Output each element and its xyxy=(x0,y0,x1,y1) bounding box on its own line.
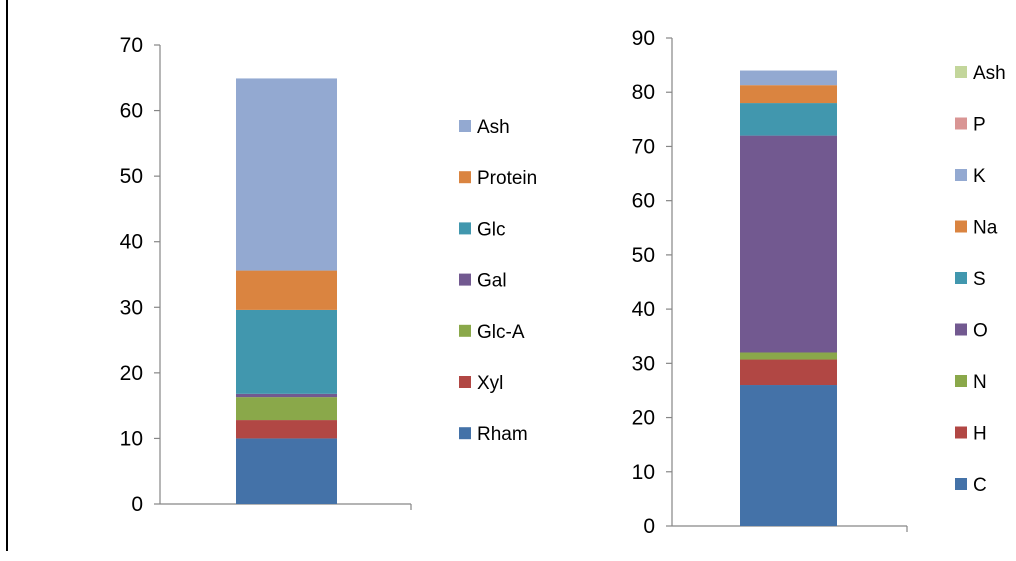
legend-swatch-s xyxy=(955,272,967,284)
y-tick-label: 70 xyxy=(120,34,143,57)
legend-swatch-h xyxy=(955,426,967,439)
legend-swatch-ash xyxy=(459,120,471,132)
bar-segment-glc xyxy=(236,309,337,394)
legend-swatch-ash xyxy=(955,66,967,78)
legend-label-protein: Protein xyxy=(477,168,537,189)
legend-label-h: H xyxy=(973,424,987,445)
bar-segment-s xyxy=(740,103,837,136)
y-tick-label: 20 xyxy=(632,407,655,430)
legend-swatch-c xyxy=(955,478,967,490)
legend-swatch-rham xyxy=(459,427,471,440)
y-tick-label: 90 xyxy=(632,27,655,50)
bar-segment-n xyxy=(740,352,837,360)
legend-swatch-protein xyxy=(459,171,471,184)
legend-label-glc-a: Glc-A xyxy=(477,322,525,343)
legend-label-rham: Rham xyxy=(477,424,528,445)
y-tick-label: 40 xyxy=(120,231,143,254)
y-tick-label: 30 xyxy=(632,352,655,375)
bar-segment-h xyxy=(740,359,837,386)
chart-carbohydrate-composition: 0 10 20 30 40 50 60 70 Ash Protein Glc Gal Glc-A Xyl R… xyxy=(120,34,538,516)
legend-label-s: S xyxy=(973,269,986,290)
legend-swatch-o xyxy=(955,323,967,336)
y-tick-label: 20 xyxy=(120,362,143,385)
legend-label-o: O xyxy=(973,321,988,342)
legend-swatch-p xyxy=(955,117,967,130)
y-tick-label: 50 xyxy=(120,165,143,188)
bar-segment-ash xyxy=(236,78,337,271)
legend-label-p: P xyxy=(973,115,986,136)
bar-segment-k xyxy=(740,70,837,86)
legend-label-ash: Ash xyxy=(973,63,1006,84)
legend-swatch-glc xyxy=(459,222,471,235)
y-tick-label: 0 xyxy=(131,493,143,516)
bar-segment-na xyxy=(740,85,837,104)
y-tick-label: 10 xyxy=(120,427,143,450)
legend-label-na: Na xyxy=(973,218,998,239)
bar-segment-protein xyxy=(236,270,337,310)
y-tick-label: 80 xyxy=(632,81,655,104)
legend-label-n: N xyxy=(973,372,987,393)
legend-label-ash: Ash xyxy=(477,117,510,138)
bar-segment-xyl xyxy=(236,420,337,439)
legend-label-c: C xyxy=(973,475,987,496)
y-tick-label: 70 xyxy=(632,135,655,158)
legend-swatch-na xyxy=(955,220,967,233)
legend-label-xyl: Xyl xyxy=(477,373,503,394)
y-tick-label: 10 xyxy=(632,461,655,484)
bar-segment-rham xyxy=(236,438,337,504)
legend-swatch-k xyxy=(955,169,967,181)
bar-segment-gal xyxy=(236,393,337,398)
legend-label-k: K xyxy=(973,166,986,187)
y-tick-label: 40 xyxy=(632,298,655,321)
y-tick-label: 50 xyxy=(632,244,655,267)
bar-segment-o xyxy=(740,135,837,353)
y-tick-label: 60 xyxy=(120,100,143,123)
legend-swatch-xyl xyxy=(459,376,471,388)
y-tick-label: 30 xyxy=(120,296,143,319)
legend-label-gal: Gal xyxy=(477,271,507,292)
legend-swatch-n xyxy=(955,375,967,387)
legend-swatch-glc-a xyxy=(459,324,471,337)
bar-segment-glc-a xyxy=(236,397,337,421)
y-tick-label: 60 xyxy=(632,190,655,213)
legend-label-glc: Glc xyxy=(477,219,506,240)
chart-elemental-composition: 0 10 20 30 40 50 60 70 80 90 Ash P K Na S O N H C xyxy=(632,27,1006,538)
legend-swatch-gal xyxy=(459,273,471,286)
bar-segment-c xyxy=(740,385,837,526)
y-tick-label: 0 xyxy=(643,515,655,538)
